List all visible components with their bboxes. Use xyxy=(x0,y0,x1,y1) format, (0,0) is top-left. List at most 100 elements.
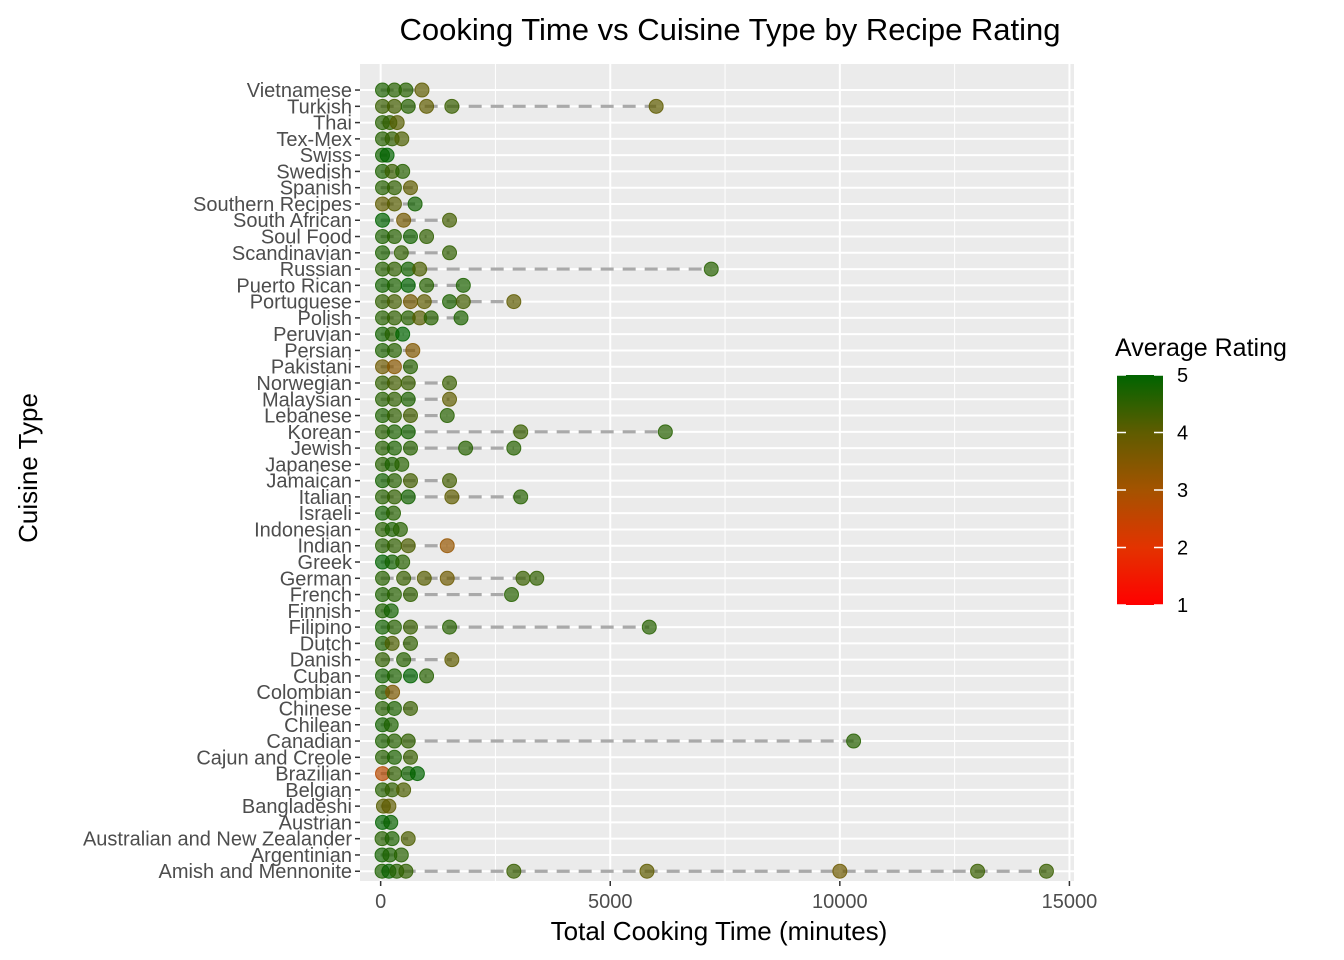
data-point xyxy=(513,424,529,440)
data-point xyxy=(403,749,419,765)
data-point xyxy=(395,554,411,570)
y-tick-label: Turkish xyxy=(287,96,352,118)
data-point xyxy=(381,798,397,814)
data-point xyxy=(513,489,529,505)
y-tick-label: Italian xyxy=(299,487,352,509)
data-point xyxy=(386,229,402,245)
data-point xyxy=(386,766,402,782)
data-point xyxy=(403,229,419,245)
legend-tick-label: 3 xyxy=(1177,480,1188,502)
data-point xyxy=(442,473,458,489)
data-point xyxy=(386,424,402,440)
data-point xyxy=(385,684,401,700)
data-point xyxy=(506,863,522,879)
data-point xyxy=(398,863,414,879)
data-point xyxy=(374,212,390,228)
data-point xyxy=(405,342,421,358)
data-point xyxy=(400,831,416,847)
data-point xyxy=(374,570,390,586)
y-tick-label: Peruvian xyxy=(273,324,352,346)
y-tick-label: Jewish xyxy=(291,438,352,460)
y-tick-label: Danish xyxy=(290,650,352,672)
y-tick-label: Pakistani xyxy=(271,357,352,379)
data-point xyxy=(384,831,400,847)
data-point xyxy=(396,570,412,586)
chart-title: Cooking Time vs Cuisine Type by Recipe R… xyxy=(399,12,1060,47)
data-point xyxy=(403,635,419,651)
data-point xyxy=(423,310,439,326)
legend-tick-label: 4 xyxy=(1177,423,1188,445)
data-point xyxy=(398,82,414,98)
y-tick-label: French xyxy=(290,585,352,607)
x-tick-label: 10000 xyxy=(812,891,868,913)
y-tick-label: Korean xyxy=(288,422,353,444)
legend-tick-label: 2 xyxy=(1177,538,1188,560)
major-gridlines xyxy=(360,64,1074,881)
data-point xyxy=(374,245,390,261)
y-tick-label: Norwegian xyxy=(256,373,352,395)
legend-tick-label: 5 xyxy=(1177,365,1188,387)
data-point xyxy=(400,489,416,505)
y-tick-label: Japanese xyxy=(265,454,352,476)
data-point xyxy=(506,440,522,456)
data-point xyxy=(386,489,402,505)
data-point xyxy=(453,310,469,326)
x-axis-title: Total Cooking Time (minutes) xyxy=(551,916,888,946)
data-point xyxy=(407,196,423,212)
y-tick-label: Polish xyxy=(298,308,352,330)
data-point xyxy=(403,668,419,684)
data-point xyxy=(386,391,402,407)
data-point xyxy=(506,294,522,310)
data-point xyxy=(386,538,402,554)
data-point xyxy=(386,505,402,521)
data-point xyxy=(383,814,399,830)
y-tick-label: Puerto Rican xyxy=(236,275,352,297)
data-point xyxy=(414,82,430,98)
y-tick-label: Portuguese xyxy=(250,292,352,314)
data-point xyxy=(403,408,419,424)
y-tick-label: Southern Recipes xyxy=(193,194,352,216)
y-tick-label: Brazilian xyxy=(275,764,352,786)
y-tick-label: Malaysian xyxy=(262,389,352,411)
data-point xyxy=(386,473,402,489)
data-point xyxy=(374,652,390,668)
legend-title: Average Rating xyxy=(1115,334,1287,362)
data-point xyxy=(416,570,432,586)
data-point xyxy=(455,277,471,293)
data-point xyxy=(515,570,531,586)
data-point xyxy=(403,700,419,716)
y-tick-label: South African xyxy=(233,210,352,232)
data-point xyxy=(1038,863,1054,879)
data-point xyxy=(419,668,435,684)
data-point xyxy=(400,277,416,293)
data-point xyxy=(386,749,402,765)
y-tick-label: Soul Food xyxy=(261,227,352,249)
data-point xyxy=(396,652,412,668)
legend-tick-label: 1 xyxy=(1177,595,1188,617)
data-point xyxy=(442,245,458,261)
data-point xyxy=(386,668,402,684)
data-point xyxy=(846,733,862,749)
data-point xyxy=(386,98,402,114)
data-point xyxy=(439,408,455,424)
data-point xyxy=(400,424,416,440)
y-tick-label: Chinese xyxy=(279,698,352,720)
data-point xyxy=(419,277,435,293)
data-point xyxy=(400,375,416,391)
data-point xyxy=(657,424,673,440)
y-tick-label: Persian xyxy=(284,340,352,362)
minor-gridlines xyxy=(494,64,956,881)
data-point xyxy=(386,359,402,375)
data-point xyxy=(400,98,416,114)
data-point xyxy=(384,635,400,651)
data-point xyxy=(458,440,474,456)
y-tick-label: Cuban xyxy=(293,666,352,688)
data-point xyxy=(389,115,405,131)
data-point xyxy=(394,456,410,472)
data-point xyxy=(419,98,435,114)
y-tick-label: Spanish xyxy=(280,178,352,200)
data-point xyxy=(439,570,455,586)
data-point xyxy=(641,619,657,635)
data-point xyxy=(386,196,402,212)
